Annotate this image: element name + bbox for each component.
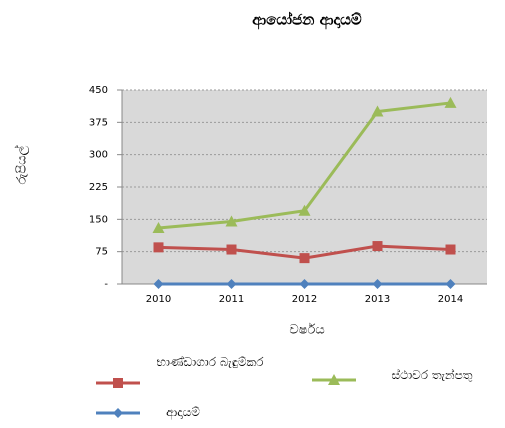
x-tick-label: 2011 [219,294,244,305]
marker [372,241,383,252]
legend-marker [328,374,340,385]
y-tick-label: 150 [89,214,108,225]
marker [299,279,310,289]
x-tick-label: 2012 [292,294,317,305]
marker [445,279,456,289]
marker [372,279,383,289]
marker [226,279,237,289]
x-tick-label: 2014 [438,294,463,305]
y-tick-label: 300 [89,150,108,161]
marker [299,253,310,264]
marker [226,244,237,255]
y-tick-label: 375 [89,117,108,128]
marker [153,242,164,253]
legend-label: ස්ථාවර තැන්පතු [391,368,473,382]
y-tick-label: - [104,279,108,290]
legend-label: භාණ්ඩාගාර බැඳුම්කර [156,355,264,369]
chart-title: ආයෝජන ආදායම් [252,11,362,30]
marker [152,221,165,233]
y-tick-label: 225 [89,182,108,193]
legend-marker [113,378,123,388]
y-axis-label: රුපියල් [13,145,29,184]
marker [371,105,384,117]
x-tick-label: 2013 [365,294,390,305]
marker [225,215,238,227]
marker [444,96,457,108]
marker [298,204,311,216]
legend-label: ආදායම් [166,405,200,419]
x-tick-label: 2010 [146,294,171,305]
y-tick-label: 450 [89,85,108,96]
marker [445,244,456,255]
marker [153,279,164,289]
legend-marker [113,408,123,418]
y-tick-label: 75 [95,247,108,258]
x-axis-label: වර්ෂය [289,322,324,338]
